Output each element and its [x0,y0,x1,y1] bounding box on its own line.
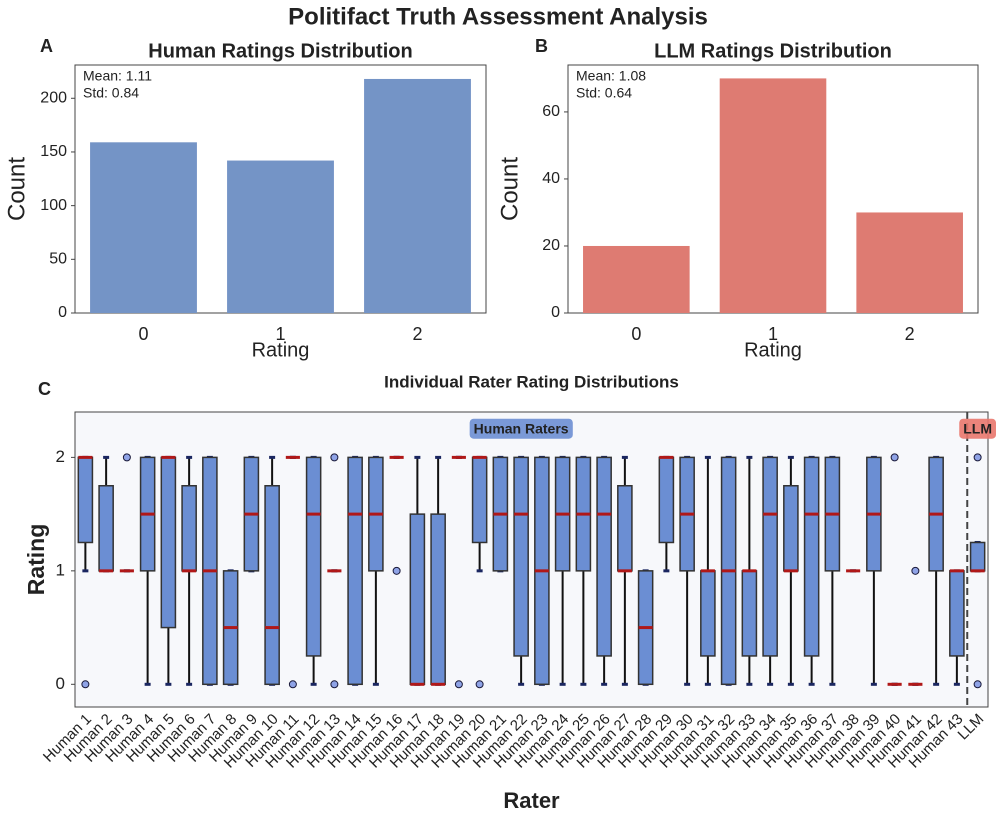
x-tick-label: 2 [412,324,422,344]
outlier [330,680,339,689]
y-axis-label: Count [3,157,30,221]
outlier [973,453,982,462]
box [513,456,529,657]
outlier [890,453,899,462]
chart-title: Individual Rater Rating Distributions [384,372,679,391]
x-axis-label: Rating [744,339,802,361]
outlier [475,680,484,689]
x-tick-label: 0 [631,324,641,344]
box [762,456,778,657]
outlier [81,680,90,689]
outlier [911,566,920,575]
bar [364,78,471,313]
stats-annotation: Std: 0.64 [576,85,632,101]
group-label: LLM [963,421,992,437]
box [430,513,446,686]
y-tick-label: 0 [56,674,65,693]
y-tick-label: 2 [56,447,65,466]
x-tick-label: 1 [768,324,778,344]
bar [227,160,334,313]
box [98,485,114,572]
panel-label: C [38,379,51,399]
bar [856,212,963,313]
box [77,456,94,544]
x-tick-label: 2 [905,324,915,344]
x-tick-label: 0 [138,324,148,344]
box [658,456,675,544]
panel-label: B [535,36,548,56]
outlier [973,680,982,689]
box [596,456,612,657]
y-tick-label: 200 [40,90,67,107]
box [305,456,322,657]
y-tick-label: 60 [542,103,560,120]
outlier [288,680,297,689]
y-tick-label: 1 [56,560,65,579]
box [949,570,965,657]
box [969,541,986,572]
box [803,456,820,657]
box [409,513,426,686]
box [741,570,758,657]
outlier [122,453,131,462]
group-label-box [469,418,573,439]
chart-title: LLM Ratings Distribution [654,40,892,62]
outlier [454,680,463,689]
outlier [330,453,339,462]
y-axis-label: Count [496,157,523,221]
y-tick-label: 150 [40,143,67,160]
stats-annotation: Std: 0.84 [83,85,139,101]
box [160,456,177,629]
box [783,485,799,572]
box [347,456,363,686]
box [700,570,716,657]
x-axis-label: Rater [503,788,560,813]
y-tick-label: 0 [551,304,560,321]
chart-title: Human Ratings Distribution [148,40,412,62]
figure-title: Politifact Truth Assessment Analysis [288,3,708,30]
y-axis-label: Rating [23,524,49,596]
box [617,485,633,572]
group-label-box [959,418,996,439]
bar [719,78,827,314]
y-tick-label: 100 [40,197,67,214]
bar [583,245,690,313]
group-label: Human Raters [474,421,569,437]
y-tick-label: 0 [58,304,67,321]
box [471,456,488,544]
x-axis-label: Rating [252,339,310,361]
bar [90,142,197,313]
stats-annotation: Mean: 1.08 [576,68,646,84]
panel-label: A [40,36,53,56]
x-tick-label: LLM [955,711,988,744]
y-tick-label: 50 [49,251,67,268]
stats-annotation: Mean: 1.11 [83,68,152,84]
y-tick-label: 40 [542,170,560,187]
y-tick-label: 20 [542,237,560,254]
box [264,485,280,686]
box [181,485,197,572]
x-tick-label: 1 [275,324,285,344]
outlier [392,566,401,575]
